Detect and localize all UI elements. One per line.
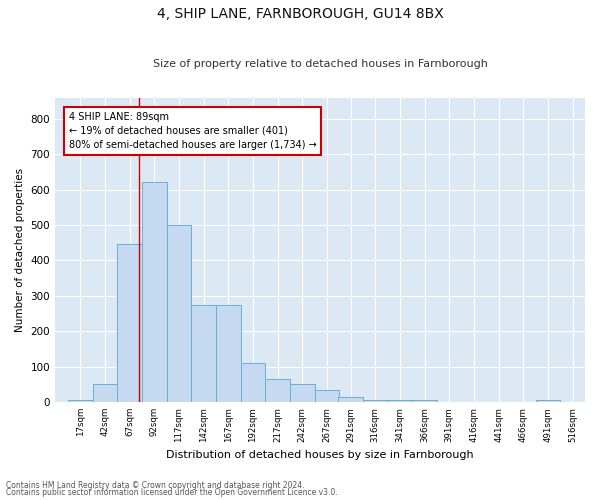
Text: 4 SHIP LANE: 89sqm
← 19% of detached houses are smaller (401)
80% of semi-detach: 4 SHIP LANE: 89sqm ← 19% of detached hou… bbox=[69, 112, 317, 150]
Bar bbox=[216, 304, 241, 402]
Bar bbox=[338, 396, 363, 402]
Bar bbox=[265, 379, 290, 402]
Y-axis label: Number of detached properties: Number of detached properties bbox=[15, 168, 25, 332]
X-axis label: Distribution of detached houses by size in Farnborough: Distribution of detached houses by size … bbox=[166, 450, 474, 460]
Bar bbox=[412, 400, 437, 402]
Bar bbox=[388, 400, 412, 402]
Bar bbox=[117, 244, 142, 402]
Bar bbox=[191, 304, 216, 402]
Text: 4, SHIP LANE, FARNBOROUGH, GU14 8BX: 4, SHIP LANE, FARNBOROUGH, GU14 8BX bbox=[157, 8, 443, 22]
Bar bbox=[536, 400, 560, 402]
Text: Contains public sector information licensed under the Open Government Licence v3: Contains public sector information licen… bbox=[6, 488, 338, 497]
Bar bbox=[290, 384, 314, 402]
Text: Contains HM Land Registry data © Crown copyright and database right 2024.: Contains HM Land Registry data © Crown c… bbox=[6, 480, 305, 490]
Bar bbox=[68, 400, 92, 402]
Bar bbox=[241, 363, 265, 402]
Bar bbox=[363, 400, 388, 402]
Bar bbox=[167, 225, 191, 402]
Title: Size of property relative to detached houses in Farnborough: Size of property relative to detached ho… bbox=[152, 59, 487, 69]
Bar bbox=[92, 384, 117, 402]
Bar bbox=[142, 182, 167, 402]
Bar bbox=[314, 390, 339, 402]
